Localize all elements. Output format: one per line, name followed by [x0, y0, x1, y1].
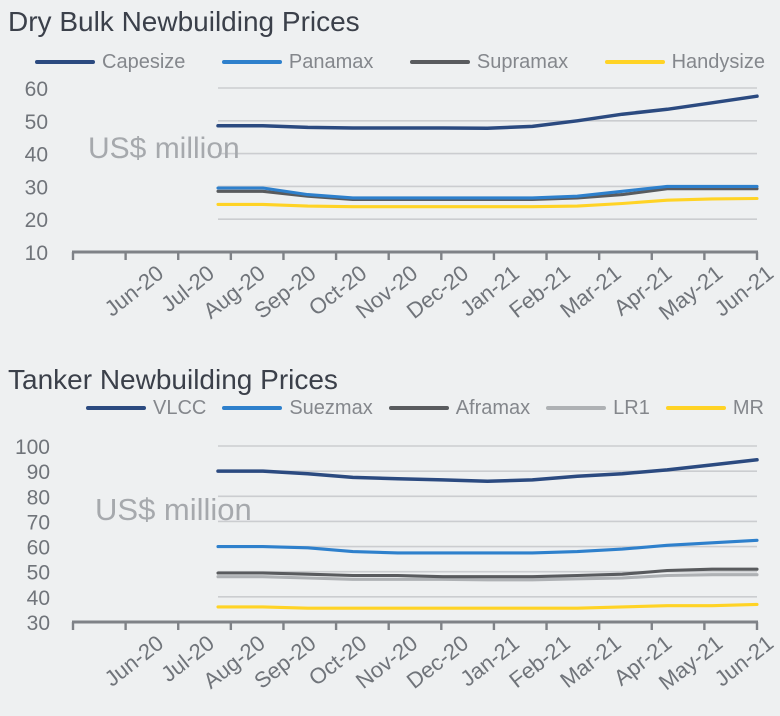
x-tick-label-jun-20: Jun-20	[100, 630, 168, 691]
y-tick-label-80: 80	[27, 486, 50, 509]
series-line-aframax	[216, 567, 759, 579]
y-tick-label-20: 20	[25, 209, 48, 232]
x-tick-label-jun-21: Jun-21	[710, 630, 778, 691]
series-line-mr	[216, 602, 759, 610]
legend-label-mr: MR	[732, 397, 764, 419]
tanker-plot: US$ million30405060708090100Jun-20Jul-20…	[15, 436, 778, 695]
legend-label-handysize: Handysize	[671, 51, 765, 73]
y-tick-label-90: 90	[27, 461, 50, 484]
legend-swatch-capesize	[35, 60, 95, 64]
y-tick-label-30: 30	[25, 176, 48, 199]
legend-item-capesize: Capesize	[35, 52, 185, 72]
legend-label-supramax: Supramax	[476, 51, 569, 73]
y-tick-label-70: 70	[27, 511, 50, 534]
tanker-legend: VLCC Suezmax Aframax LR1 MR	[0, 398, 780, 418]
y-tick-label-30: 30	[27, 612, 50, 635]
legend-item-supramax: Supramax	[409, 51, 569, 73]
legend-swatch-supramax	[409, 60, 470, 64]
x-tick-label-jun-20: Jun-20	[100, 260, 168, 321]
legend-label-capesize: Capesize	[102, 51, 186, 73]
legend-swatch-lr1	[546, 406, 607, 410]
legend-swatch-handysize	[604, 60, 665, 64]
legend-swatch-vlcc	[86, 406, 146, 410]
legend-item-mr: MR	[665, 397, 764, 419]
dry-bulk-plot: US$ million102030405060Jun-20Jul-20Aug-2…	[25, 78, 778, 325]
watermark-unit-label: US$ million	[95, 492, 252, 527]
series-line-suezmax	[216, 538, 759, 555]
series-line-supramax	[216, 187, 759, 202]
legend-swatch-panamax	[221, 60, 282, 64]
series-line-lr1	[216, 573, 759, 582]
y-tick-label-60: 60	[27, 537, 50, 560]
y-tick-label-100: 100	[15, 436, 50, 459]
series-line-panamax	[216, 184, 759, 200]
legend-swatch-aframax	[388, 406, 449, 410]
series-line-vlcc	[216, 458, 759, 483]
dry-bulk-chart-title: Dry Bulk Newbuilding Prices	[8, 6, 360, 37]
series-line-handysize	[216, 196, 759, 209]
legend-item-panamax: Panamax	[221, 51, 374, 73]
x-tick-label-jun-21: Jun-21	[710, 260, 778, 321]
y-tick-label-40: 40	[27, 587, 50, 610]
tanker-chart-title: Tanker Newbuilding Prices	[8, 364, 338, 395]
legend-swatch-mr	[665, 406, 726, 410]
legend-label-aframax: Aframax	[455, 397, 531, 419]
watermark-unit-label: US$ million	[88, 132, 240, 165]
legend-item-lr1: LR1	[546, 398, 650, 418]
y-tick-label-40: 40	[25, 144, 48, 167]
dry-bulk-legend: Capesize Panamax Supramax Handysize	[0, 52, 780, 72]
legend-label-panamax: Panamax	[288, 51, 374, 73]
legend-label-suezmax: Suezmax	[289, 397, 373, 419]
legend-swatch-suezmax	[222, 406, 283, 410]
legend-label-lr1: LR1	[613, 397, 650, 419]
legend-item-vlcc: VLCC	[86, 398, 206, 418]
legend-item-aframax: Aframax	[388, 397, 531, 419]
y-tick-label-50: 50	[27, 562, 50, 585]
y-tick-label-50: 50	[25, 111, 48, 134]
legend-label-vlcc: VLCC	[153, 397, 207, 419]
legend-item-suezmax: Suezmax	[222, 397, 373, 419]
legend-item-handysize: Handysize	[604, 51, 765, 73]
series-line-capesize	[216, 94, 759, 131]
y-tick-label-10: 10	[25, 242, 48, 265]
y-tick-label-60: 60	[25, 78, 48, 101]
